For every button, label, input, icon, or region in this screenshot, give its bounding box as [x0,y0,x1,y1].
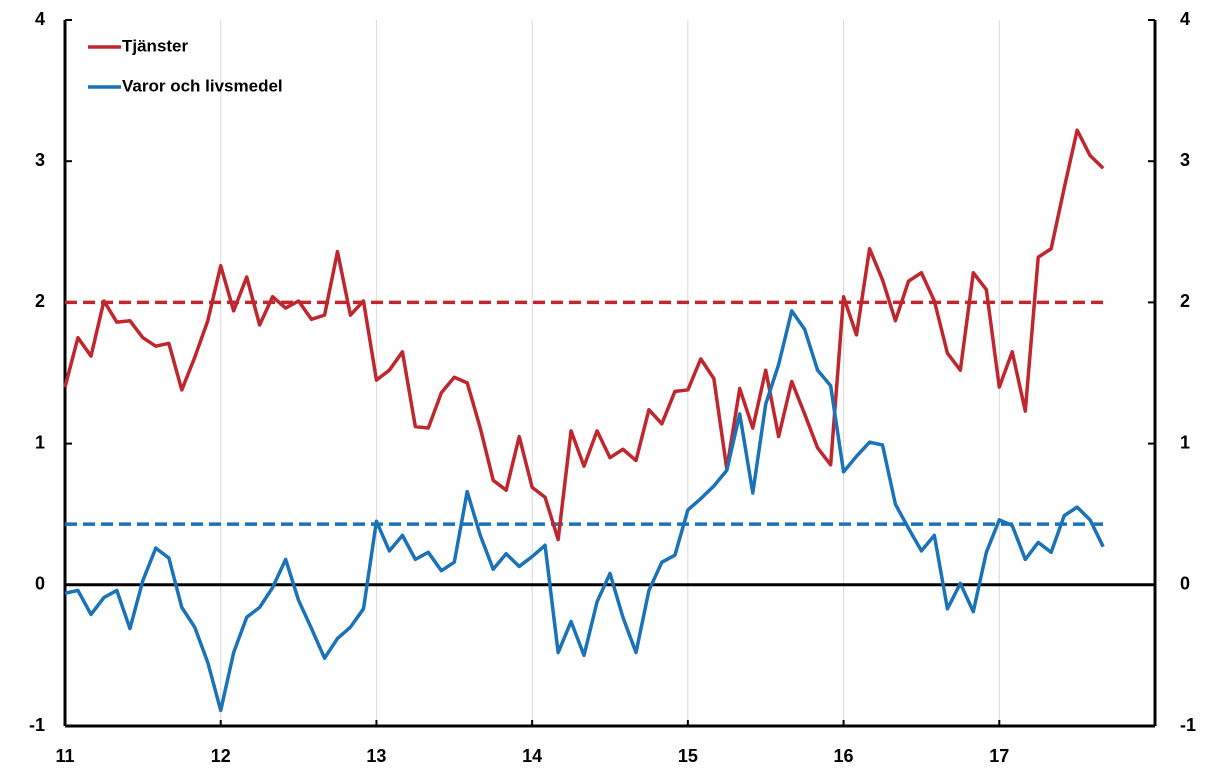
y2-tick-label: 1 [1180,432,1190,452]
y-tick-label: -1 [29,715,45,735]
y2-tick-label: 2 [1180,291,1190,311]
y2-tick-label: -1 [1180,715,1196,735]
legend-label: Tjänster [122,36,189,55]
x-tick-label: 15 [678,746,698,766]
y2-tick-label: 4 [1180,9,1190,29]
y-tick-label: 0 [35,574,45,594]
x-tick-label: 13 [366,746,386,766]
x-tick-label: 11 [55,746,74,766]
y-tick-label: 1 [35,432,45,452]
y-tick-label: 3 [35,150,45,170]
y2-tick-label: 0 [1180,574,1190,594]
series-line [64,309,1105,713]
x-tick-label: 14 [522,746,542,766]
x-tick-label: 17 [989,746,1009,766]
series-line [63,128,1105,542]
y-tick-label: 4 [35,9,45,29]
y-tick-label: 2 [35,291,45,311]
legend-label: Varor och livsmedel [122,76,283,95]
x-tick-label: 16 [834,746,854,766]
x-tick-label: 12 [211,746,231,766]
y2-tick-label: 3 [1180,150,1190,170]
